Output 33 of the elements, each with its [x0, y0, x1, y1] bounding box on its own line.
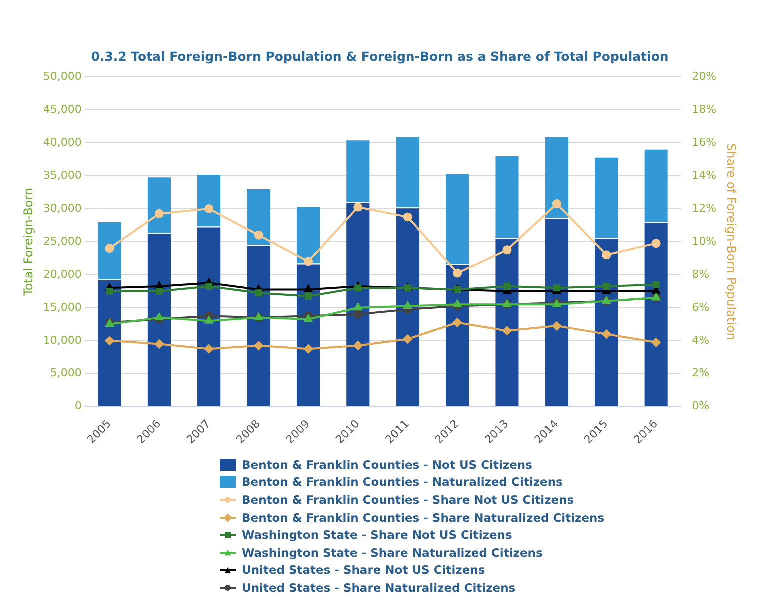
- y-tick-label: 40,000: [43, 136, 82, 149]
- y2-tick-label: 16%: [692, 136, 717, 149]
- y2-tick-label: 8%: [692, 268, 710, 281]
- legend-label: Washington State - Share Naturalized Citizens: [242, 546, 543, 560]
- legend-label: Benton & Franklin Counties - Naturalized Citizens: [242, 475, 563, 490]
- y-tick-label: 30,000: [43, 202, 82, 215]
- y-axis-title: Total Foreign-Born: [21, 188, 36, 297]
- legend-label: Washington State - Share Not US Citizens: [242, 528, 512, 542]
- y2-tick-label: 18%: [692, 102, 717, 116]
- legend-label: Benton & Franklin Counties - Share Naturalized Citizens: [242, 510, 605, 525]
- y-tick-label: 50,000: [43, 70, 82, 83]
- y2-tick-label: 14%: [692, 168, 717, 182]
- y2-tick-label: 0%: [692, 400, 710, 413]
- y2-tick-label: 20%: [692, 70, 717, 83]
- y-tick-label: 35,000: [43, 168, 82, 182]
- y2-tick-label: 6%: [692, 300, 710, 314]
- y-tick-label: 20,000: [43, 268, 82, 281]
- y2-axis-title: Share of Foreign-Born Population: [724, 143, 739, 340]
- y-tick-label: 5,000: [50, 366, 82, 380]
- y-tick-label: 45,000: [43, 102, 82, 116]
- legend-label: Benton & Franklin Counties - Share Not US Citizens: [242, 492, 574, 507]
- y2-tick-label: 2%: [692, 366, 710, 380]
- legend-label: United States - Share Naturalized Citizens: [242, 580, 516, 595]
- y2-tick-label: 10%: [692, 234, 717, 248]
- y-tick-label: 25,000: [43, 234, 82, 248]
- legend-label: United States - Share Not US Citizens: [242, 563, 486, 578]
- y-tick-label: 15,000: [43, 300, 82, 314]
- y2-tick-label: 12%: [692, 202, 717, 215]
- legend-label: Benton & Franklin Counties - Not US Citizens: [242, 458, 532, 472]
- y2-tick-label: 4%: [692, 334, 710, 347]
- chart-title: 0.3.2 Total Foreign-Born Population & Foreign-Born as a Share of Total Population: [91, 48, 669, 64]
- y-tick-label: 10,000: [43, 334, 82, 347]
- y-tick-label: 0: [74, 400, 82, 413]
